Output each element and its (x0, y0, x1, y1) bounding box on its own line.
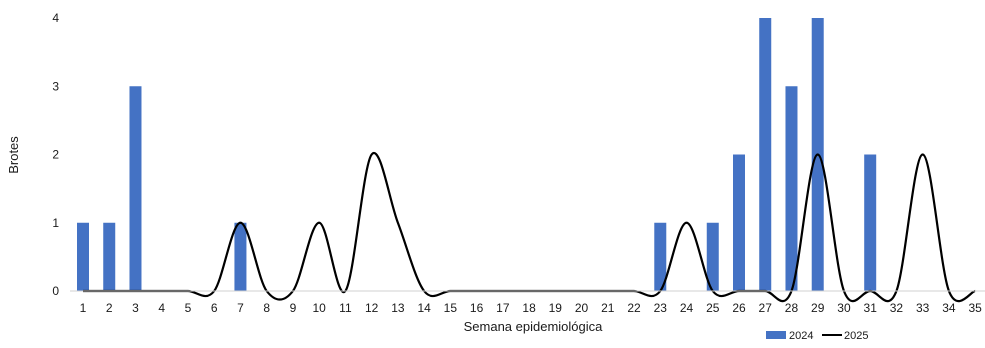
x-tick-label: 9 (290, 301, 297, 315)
x-tick-label: 10 (312, 301, 326, 315)
x-tick-label: 18 (522, 301, 536, 315)
bar-2024 (733, 154, 745, 291)
x-tick-labels: 1 2 3 4 5 6 7 8 9 10 11 12 13 14 15 16 17 18 19 20 21 22 23 24 2… (80, 301, 982, 315)
x-tick-label: 26 (732, 301, 746, 315)
y-tick-label: 0 (52, 284, 59, 298)
x-tick-label: 30 (837, 301, 851, 315)
bar-2024 (103, 222, 116, 291)
x-tick-label: 16 (470, 301, 484, 315)
legend-label-2025: 2025 (844, 330, 868, 342)
x-tick-label: 28 (785, 301, 799, 315)
x-tick-label: 24 (680, 301, 694, 315)
bars-layer (77, 18, 877, 291)
y-tick-label: 3 (52, 79, 59, 93)
x-tick-label: 11 (339, 301, 352, 315)
bar-2024 (654, 222, 667, 291)
x-tick-label: 6 (211, 301, 218, 315)
x-tick-label: 21 (601, 301, 615, 315)
legend: 2024 2025 (766, 330, 868, 342)
x-tick-label: 33 (916, 301, 930, 315)
x-tick-label: 2 (106, 301, 113, 315)
x-tick-label: 14 (417, 301, 431, 315)
x-tick-label: 15 (444, 301, 458, 315)
x-tick-label: 8 (263, 301, 270, 315)
x-tick-label: 13 (391, 301, 405, 315)
bar-2024 (759, 18, 772, 291)
x-tick-label: 19 (549, 301, 563, 315)
x-tick-label: 1 (80, 301, 87, 315)
x-tick-label: 4 (158, 301, 165, 315)
y-tick-label: 2 (52, 148, 59, 162)
x-tick-label: 27 (759, 301, 773, 315)
x-tick-label: 35 (968, 301, 982, 315)
x-tick-label: 17 (496, 301, 510, 315)
x-tick-label: 12 (365, 301, 379, 315)
x-tick-label: 31 (864, 301, 878, 315)
bar-2024 (785, 86, 798, 291)
y-tick-label: 1 (52, 216, 59, 230)
legend-swatch-2024 (766, 331, 786, 339)
y-tick-labels: 0 1 2 3 4 (52, 11, 59, 298)
line-layer (82, 151, 976, 303)
x-tick-label: 23 (654, 301, 668, 315)
line-2025 (82, 151, 976, 303)
x-tick-label: 25 (706, 301, 720, 315)
bar-2024 (706, 222, 719, 291)
x-tick-label: 29 (811, 301, 825, 315)
y-axis-label: Brotes (6, 136, 21, 174)
bar-2024 (234, 222, 247, 291)
bar-2024 (864, 154, 877, 291)
y-tick-label: 4 (52, 11, 59, 25)
x-tick-label: 32 (890, 301, 904, 315)
x-tick-label: 5 (185, 301, 192, 315)
x-tick-label: 3 (132, 301, 139, 315)
x-axis-label: Semana epidemiológica (464, 319, 604, 334)
bar-2024 (129, 86, 142, 291)
legend-label-2024: 2024 (789, 330, 813, 342)
x-tick-label: 22 (627, 301, 641, 315)
x-tick-label: 20 (575, 301, 589, 315)
bar-2024 (77, 222, 89, 291)
x-tick-label: 34 (942, 301, 956, 315)
x-tick-label: 7 (237, 301, 244, 315)
